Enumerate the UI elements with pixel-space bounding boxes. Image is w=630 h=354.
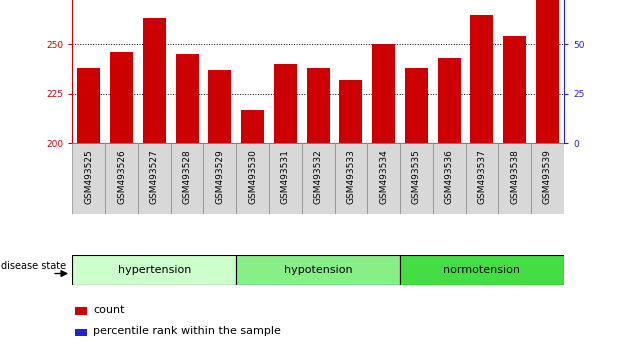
Text: GSM493525: GSM493525 xyxy=(84,149,93,204)
Bar xyxy=(433,143,466,214)
Bar xyxy=(503,36,526,143)
Text: GSM493533: GSM493533 xyxy=(346,149,355,204)
Bar xyxy=(236,255,400,285)
Text: GSM493535: GSM493535 xyxy=(412,149,421,204)
Bar xyxy=(466,143,498,214)
Bar xyxy=(531,143,564,214)
Bar xyxy=(77,68,100,143)
Bar xyxy=(372,44,395,143)
Text: GSM493534: GSM493534 xyxy=(379,149,388,204)
Bar xyxy=(138,143,171,214)
Text: GSM493538: GSM493538 xyxy=(510,149,519,204)
Bar xyxy=(171,143,203,214)
Bar xyxy=(307,68,329,143)
Text: hypotension: hypotension xyxy=(284,265,352,275)
Bar xyxy=(143,18,166,143)
Bar xyxy=(498,143,531,214)
Bar xyxy=(203,143,236,214)
Bar xyxy=(209,70,231,143)
Bar xyxy=(269,143,302,214)
Text: GSM493529: GSM493529 xyxy=(215,149,224,204)
Bar xyxy=(340,80,362,143)
Bar xyxy=(105,143,138,214)
Bar xyxy=(110,52,133,143)
Text: GSM493531: GSM493531 xyxy=(281,149,290,204)
Bar xyxy=(241,110,264,143)
Bar xyxy=(302,143,335,214)
Text: GSM493536: GSM493536 xyxy=(445,149,454,204)
Text: normotension: normotension xyxy=(444,265,520,275)
Bar xyxy=(335,143,367,214)
Bar xyxy=(405,68,428,143)
Text: GSM493530: GSM493530 xyxy=(248,149,257,204)
Bar xyxy=(76,308,87,315)
Text: GSM493537: GSM493537 xyxy=(478,149,486,204)
Bar xyxy=(400,255,564,285)
Bar xyxy=(176,54,198,143)
Text: disease state: disease state xyxy=(1,261,67,271)
Text: GSM493532: GSM493532 xyxy=(314,149,323,204)
Bar xyxy=(72,255,236,285)
Bar xyxy=(274,64,297,143)
Text: GSM493539: GSM493539 xyxy=(543,149,552,204)
Bar xyxy=(72,143,105,214)
Bar xyxy=(367,143,400,214)
Text: percentile rank within the sample: percentile rank within the sample xyxy=(93,326,281,336)
Text: hypertension: hypertension xyxy=(118,265,191,275)
Bar xyxy=(438,58,461,143)
Text: GSM493528: GSM493528 xyxy=(183,149,192,204)
Bar xyxy=(536,0,559,143)
Bar xyxy=(76,329,87,336)
Bar xyxy=(471,15,493,143)
Bar xyxy=(236,143,269,214)
Text: GSM493526: GSM493526 xyxy=(117,149,126,204)
Text: GSM493527: GSM493527 xyxy=(150,149,159,204)
Bar xyxy=(400,143,433,214)
Text: count: count xyxy=(93,305,125,315)
